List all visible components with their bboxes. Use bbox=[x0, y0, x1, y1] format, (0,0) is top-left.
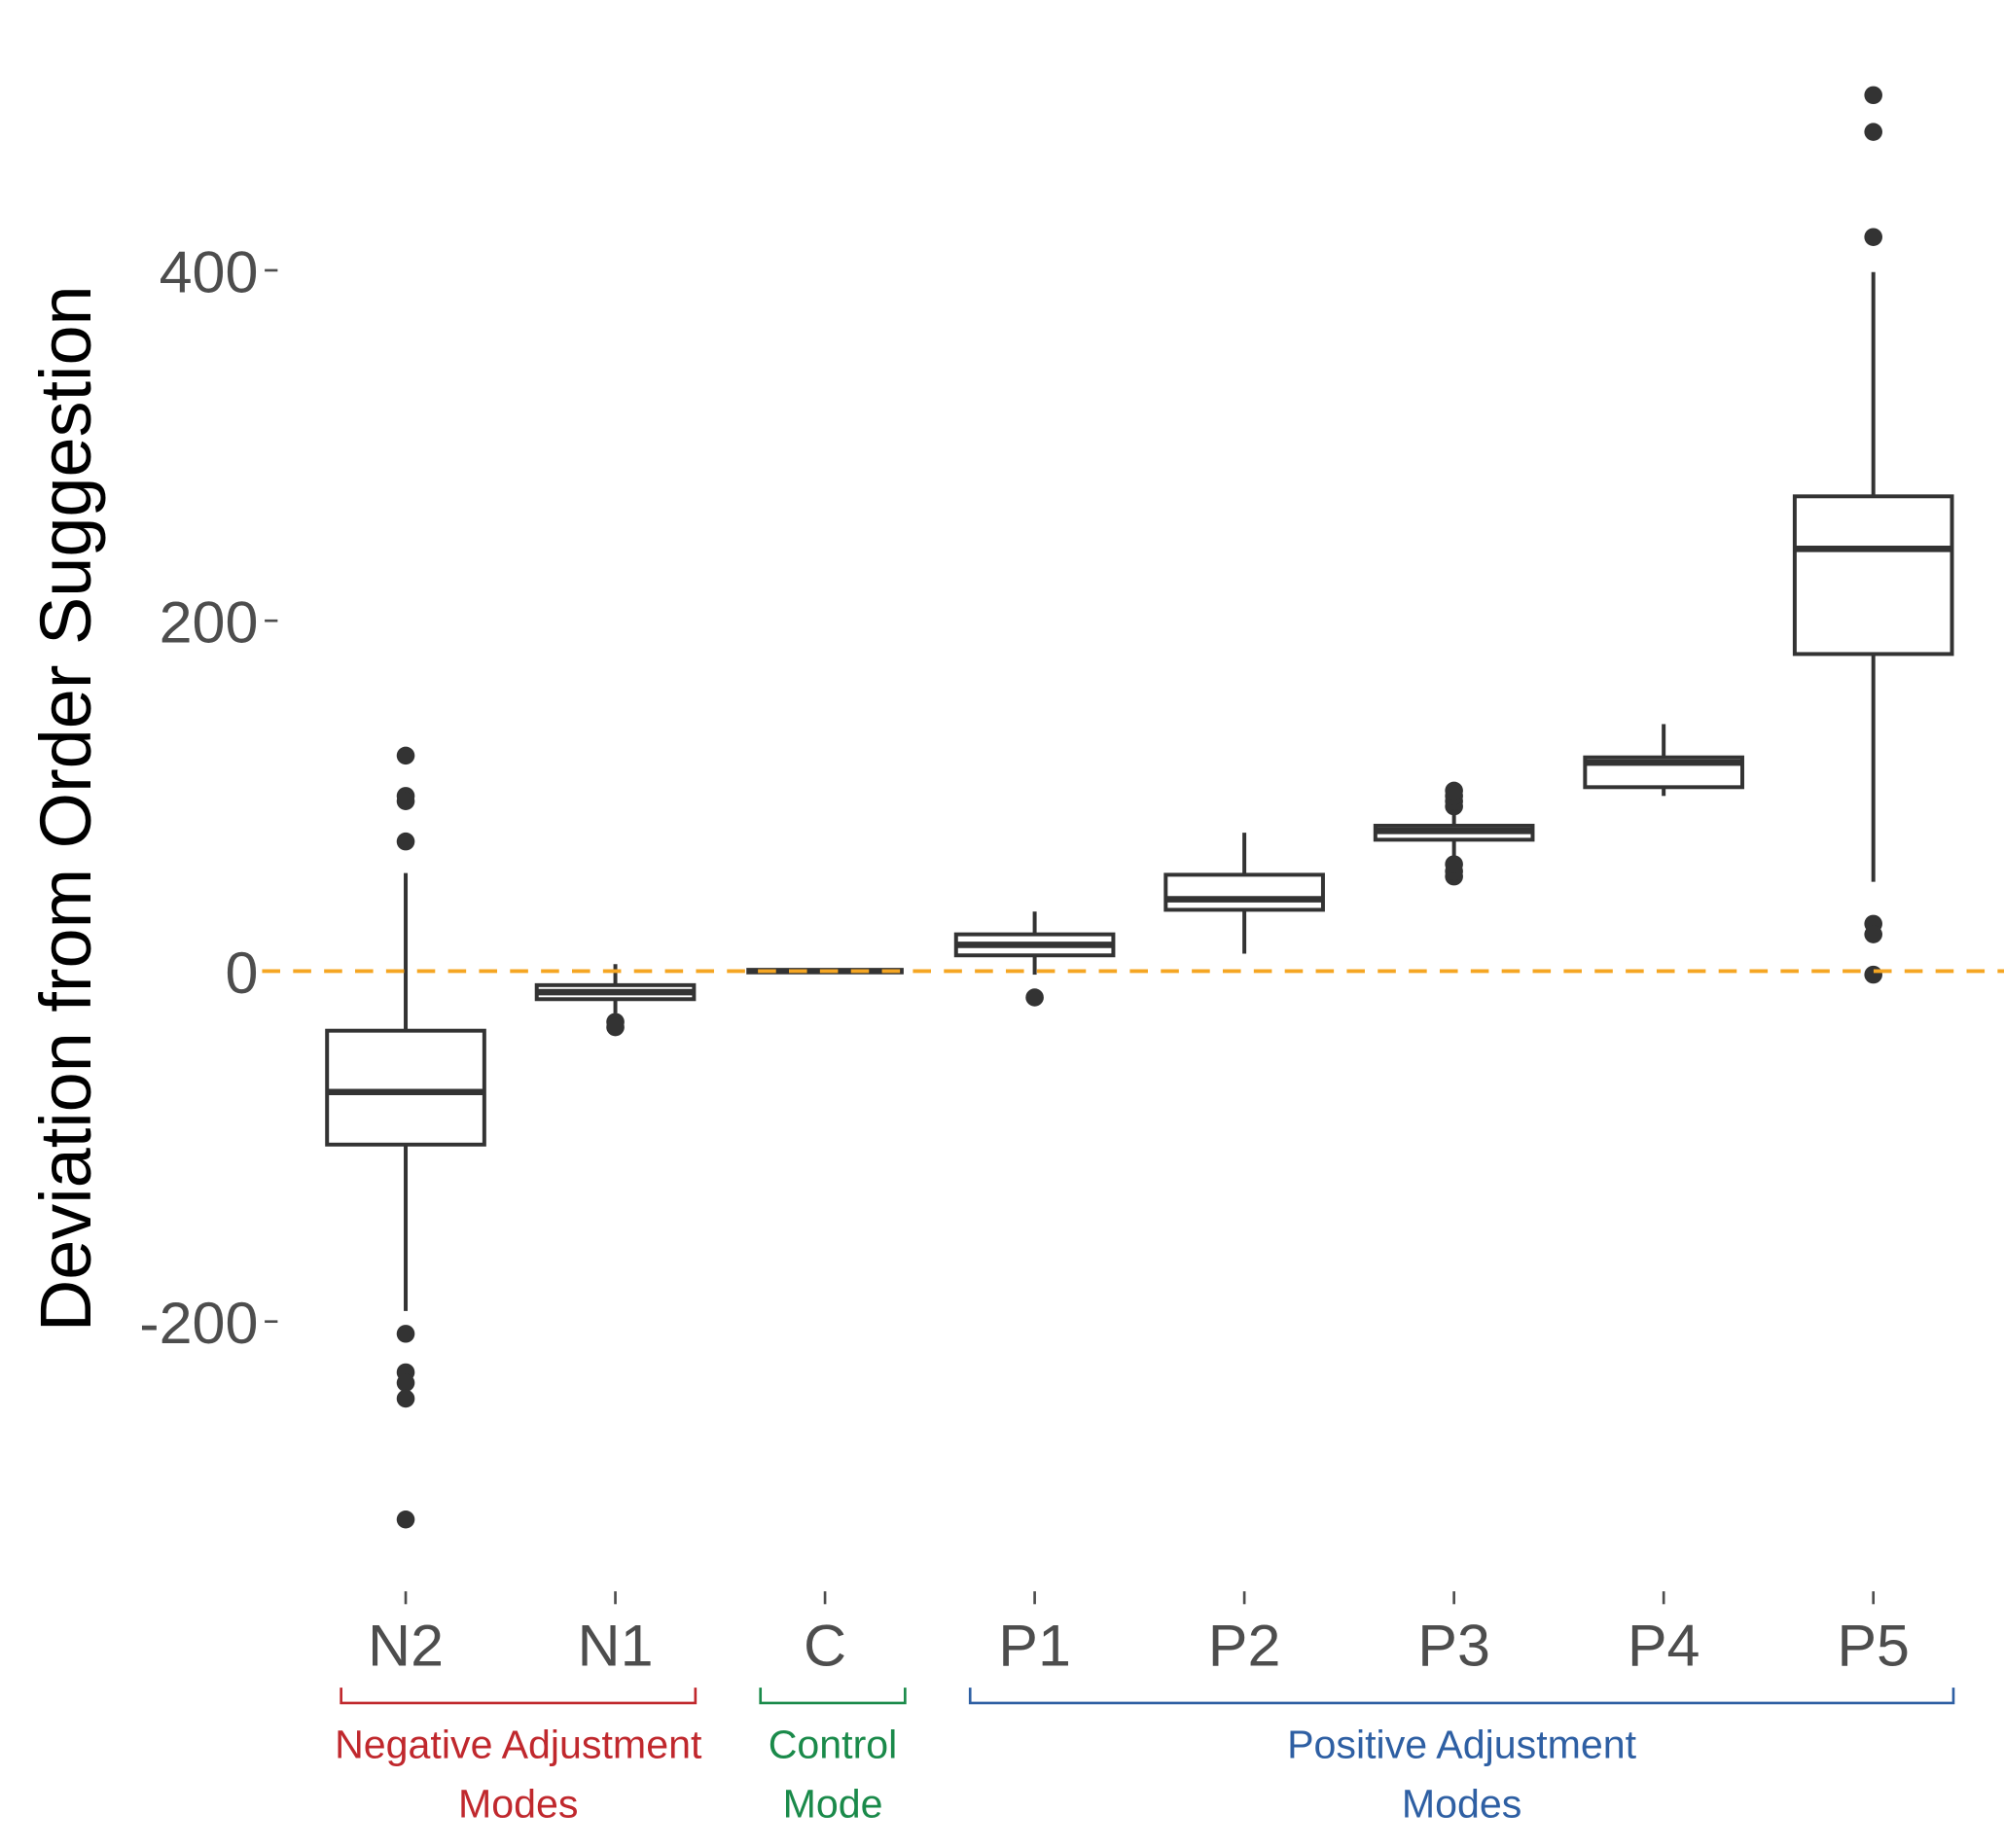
x-tick-label: P1 bbox=[998, 1613, 1071, 1679]
outlier bbox=[396, 746, 415, 765]
group-label: Mode bbox=[783, 1781, 883, 1826]
x-tick-label: P2 bbox=[1208, 1613, 1281, 1679]
group-label: Negative Adjustment bbox=[335, 1723, 702, 1767]
box bbox=[1163, 872, 1325, 912]
group-label: Positive Adjustment bbox=[1287, 1723, 1637, 1767]
box bbox=[1792, 494, 1954, 657]
outlier bbox=[1864, 965, 1882, 984]
group-label: Modes bbox=[1402, 1781, 1521, 1826]
group-bracket bbox=[340, 1688, 698, 1705]
box bbox=[325, 1028, 486, 1147]
y-tick-label: -200 bbox=[139, 1290, 258, 1356]
outlier bbox=[1864, 86, 1882, 105]
x-tick-label: P5 bbox=[1837, 1613, 1910, 1679]
y-axis-label: Deviation from Order Suggestion bbox=[25, 285, 106, 1332]
outlier bbox=[396, 1389, 415, 1408]
y-tick-label: 400 bbox=[160, 239, 259, 305]
outlier bbox=[396, 792, 415, 810]
y-tick-label: 200 bbox=[160, 589, 259, 656]
outlier bbox=[1864, 123, 1882, 141]
x-tick-label: N1 bbox=[578, 1613, 654, 1679]
x-tick-label: N2 bbox=[368, 1613, 444, 1679]
x-tick-label: P4 bbox=[1628, 1613, 1700, 1679]
y-tick-label: 0 bbox=[226, 940, 259, 1006]
outlier bbox=[396, 1373, 415, 1392]
outlier bbox=[1025, 988, 1044, 1007]
x-tick-label: P3 bbox=[1417, 1613, 1490, 1679]
outlier bbox=[1864, 925, 1882, 943]
outlier bbox=[396, 1510, 415, 1529]
group-label: Control bbox=[769, 1723, 898, 1767]
outlier bbox=[1445, 855, 1463, 873]
group-label: Modes bbox=[458, 1781, 578, 1826]
outlier bbox=[1864, 228, 1882, 246]
outlier bbox=[396, 832, 415, 851]
outlier bbox=[606, 1017, 625, 1037]
outlier bbox=[396, 1325, 415, 1343]
group-bracket bbox=[759, 1688, 907, 1705]
group-bracket bbox=[968, 1688, 1955, 1705]
outlier bbox=[1445, 781, 1463, 800]
x-tick-label: C bbox=[804, 1613, 846, 1679]
